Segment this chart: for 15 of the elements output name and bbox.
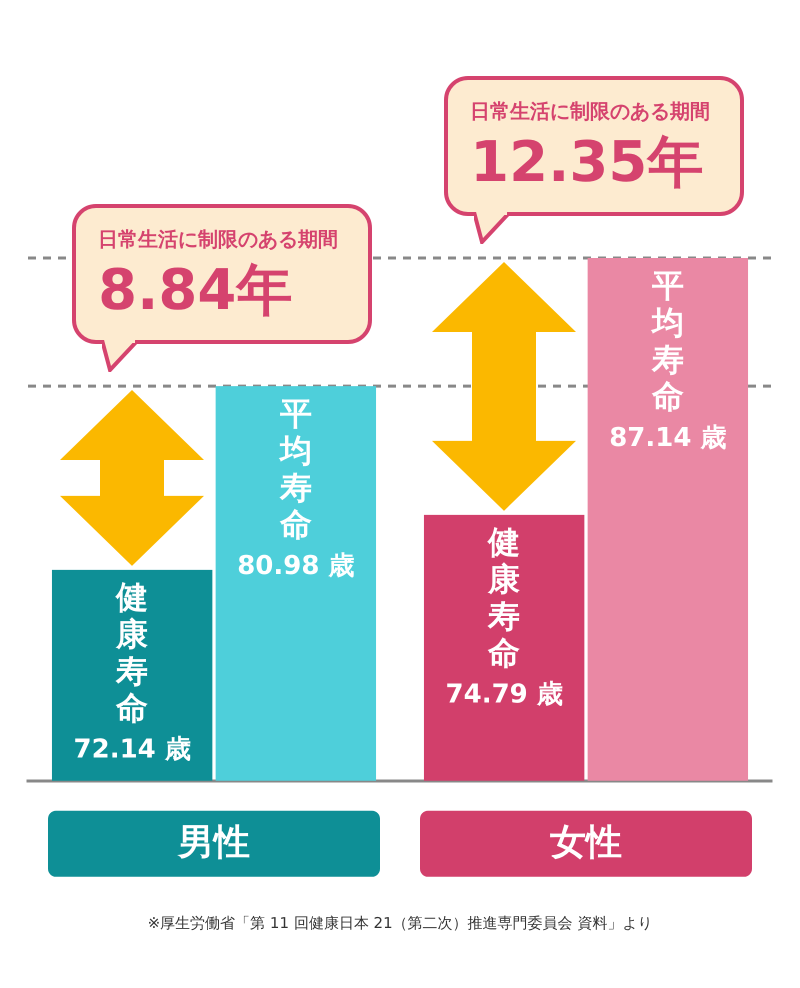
text: 日常生活に制限のある期間 bbox=[98, 226, 340, 254]
text: ※厚生労働省「第 11 回健康日本 21（第二次）推進専門委員会 資料」より bbox=[146, 914, 654, 933]
text: 平均寿命 bbox=[652, 266, 684, 416]
text: 健康寿命 bbox=[116, 578, 148, 728]
annotation: 12.35年 bbox=[470, 129, 704, 197]
data-label: 72.14 歳 bbox=[74, 734, 191, 765]
data-label: 80.98 歳 bbox=[237, 550, 354, 581]
annotation: 8.84年 bbox=[98, 257, 294, 326]
data-label: 87.14 歳 bbox=[609, 422, 726, 453]
series-label: 平均寿命 bbox=[278, 394, 312, 544]
text: 日常生活に制限のある期間 bbox=[470, 98, 712, 125]
series-label: 健康寿命 bbox=[487, 523, 520, 672]
x-tick-label: 女性 bbox=[550, 822, 622, 863]
data-label: 74.79 歳 bbox=[446, 680, 563, 710]
x-tick-label: 男性 bbox=[177, 822, 250, 863]
